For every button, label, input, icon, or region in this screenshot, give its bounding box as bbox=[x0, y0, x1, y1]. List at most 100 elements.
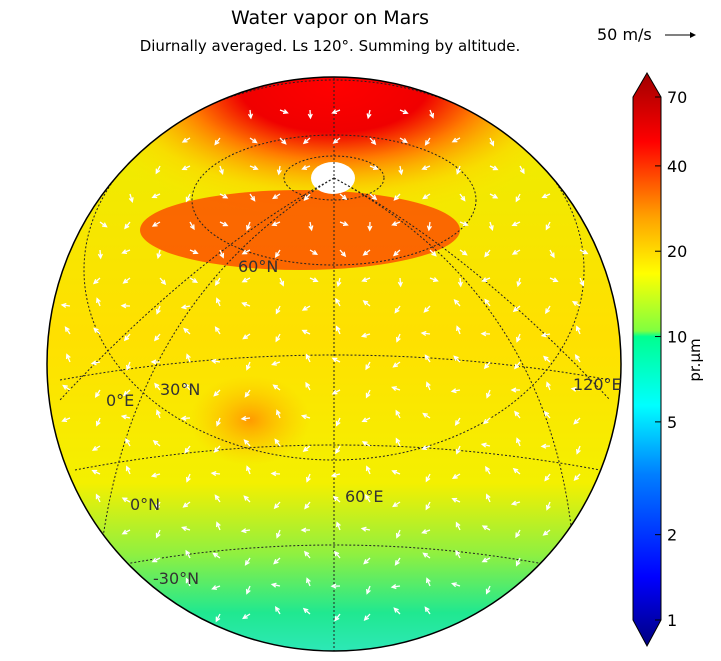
wind-arrow-icon bbox=[360, 526, 371, 532]
wind-arrow-icon bbox=[274, 605, 281, 615]
wind-arrow-icon bbox=[185, 577, 191, 587]
wind-arrow-icon bbox=[308, 221, 314, 232]
wind-arrow-icon bbox=[180, 304, 191, 310]
wind-arrow-icon bbox=[331, 389, 341, 395]
wind-arrow-icon bbox=[485, 585, 491, 595]
wind-arrow-icon bbox=[215, 297, 221, 307]
wind-arrow-icon bbox=[429, 109, 435, 119]
wind-arrow-icon bbox=[574, 354, 581, 363]
wind-arrow-icon bbox=[332, 495, 341, 503]
wind-arrow-icon bbox=[515, 529, 521, 539]
wind-arrow-icon bbox=[182, 501, 191, 508]
wind-arrow-icon bbox=[335, 325, 341, 335]
wind-arrow-icon bbox=[189, 249, 199, 255]
wind-arrow-icon bbox=[331, 357, 341, 363]
wind-arrow-icon bbox=[126, 361, 131, 371]
wind-arrow-icon bbox=[422, 193, 431, 200]
wind-arrow-icon bbox=[393, 607, 401, 615]
wind-arrow-icon bbox=[184, 445, 191, 454]
wind-arrow-icon bbox=[571, 301, 581, 307]
wind-arrow-icon bbox=[395, 437, 401, 447]
wind-arrow-icon bbox=[303, 193, 311, 201]
wind-arrow-icon bbox=[219, 221, 229, 227]
wind-arrow-icon bbox=[339, 249, 347, 258]
wind-arrow-icon bbox=[275, 333, 281, 343]
label-lat-60: 60°N bbox=[238, 257, 278, 276]
wind-arrow-icon bbox=[95, 493, 101, 503]
wind-arrow-icon bbox=[516, 437, 521, 447]
wind-arrow-icon bbox=[185, 193, 191, 203]
wind-arrow-icon bbox=[272, 193, 281, 200]
wind-arrow-icon bbox=[154, 333, 161, 342]
wind-arrow-icon bbox=[219, 249, 225, 259]
wind-arrow-icon bbox=[516, 277, 522, 288]
graticule bbox=[59, 77, 611, 651]
wind-arrow-icon bbox=[241, 302, 251, 307]
label-lat-minus30: -30°N bbox=[153, 569, 199, 588]
wind-arrow-icon bbox=[210, 358, 221, 364]
wind-arrow-icon bbox=[213, 389, 221, 397]
wind-arrow-icon bbox=[570, 386, 581, 392]
wind-arrow-icon bbox=[305, 353, 311, 363]
wind-arrow-icon bbox=[489, 165, 499, 171]
wind-arrow-icon bbox=[275, 409, 281, 419]
wind-arrow-icon bbox=[181, 165, 191, 171]
wind-arrow-icon bbox=[336, 277, 342, 288]
wind-arrow-icon bbox=[363, 613, 371, 622]
wind-arrow-icon bbox=[302, 607, 311, 615]
wind-arrow-icon bbox=[273, 501, 281, 510]
wind-arrow-icon bbox=[421, 445, 431, 450]
colorbar-tick-label: 40 bbox=[667, 157, 687, 176]
chart-title: Water vapor on Mars bbox=[230, 7, 430, 29]
wind-arrow-icon bbox=[279, 109, 289, 114]
colorbar-tick-label: 70 bbox=[667, 88, 687, 107]
wind-arrow-icon bbox=[459, 193, 466, 202]
label-lon-0: 0°E bbox=[106, 391, 134, 410]
wind-arrow-icon bbox=[511, 221, 521, 227]
wind-arrow-icon bbox=[451, 137, 461, 143]
wind-arrow-icon bbox=[546, 381, 551, 391]
colorbar: 70 40 20 10 5 2 1 pr.µm bbox=[632, 72, 704, 648]
wind-arrow-icon bbox=[391, 386, 401, 392]
wind-arrow-icon bbox=[454, 417, 461, 426]
wind-arrow-icon bbox=[301, 165, 311, 170]
wind-arrow-icon bbox=[453, 355, 461, 363]
wind-arrow-icon bbox=[480, 442, 491, 448]
wind-arrow-icon bbox=[511, 249, 521, 255]
wind-arrow-icon bbox=[399, 109, 409, 115]
wind-arrow-icon bbox=[185, 549, 191, 559]
wind-arrow-icon bbox=[545, 305, 551, 315]
wind-arrow-icon bbox=[155, 529, 161, 539]
wind-arrow-icon bbox=[394, 305, 401, 314]
wind-arrow-icon bbox=[334, 613, 341, 622]
wind-scale-label: 50 m/s bbox=[597, 25, 652, 44]
wind-arrow-icon bbox=[392, 249, 401, 257]
wind-arrow-icon bbox=[125, 437, 131, 447]
colorbar-unit: pr.µm bbox=[686, 338, 704, 381]
wind-arrow-icon bbox=[450, 582, 461, 588]
wind-arrow-icon bbox=[125, 465, 131, 475]
wind-arrow-icon bbox=[99, 221, 108, 228]
wind-arrow-icon bbox=[395, 529, 401, 539]
wind-arrow-icon bbox=[510, 500, 521, 506]
wind-arrow-icon bbox=[120, 414, 131, 420]
colorbar-tick-label: 1 bbox=[667, 611, 677, 630]
wind-arrow-icon bbox=[300, 414, 311, 420]
wind-arrow-icon bbox=[420, 330, 431, 337]
wind-arrow-icon bbox=[545, 221, 551, 231]
wind-arrow-icon bbox=[451, 473, 461, 479]
wind-arrow-icon bbox=[155, 165, 161, 175]
wind-arrow-icon bbox=[92, 277, 101, 285]
wind-arrow-icon bbox=[455, 549, 461, 559]
wind-arrow-icon bbox=[542, 355, 551, 363]
wind-arrow-icon bbox=[242, 613, 251, 620]
wind-arrow-icon bbox=[459, 221, 469, 227]
wind-arrow-icon bbox=[214, 494, 221, 503]
wind-arrow-icon bbox=[246, 221, 251, 231]
wind-arrow-icon bbox=[579, 277, 585, 287]
wind-arrow-icon bbox=[455, 445, 461, 455]
wind-arrow-icon bbox=[120, 303, 131, 309]
wind-arrow-icon bbox=[304, 501, 311, 510]
wind-arrow-icon bbox=[425, 381, 431, 391]
wind-arrow-icon bbox=[515, 193, 521, 203]
